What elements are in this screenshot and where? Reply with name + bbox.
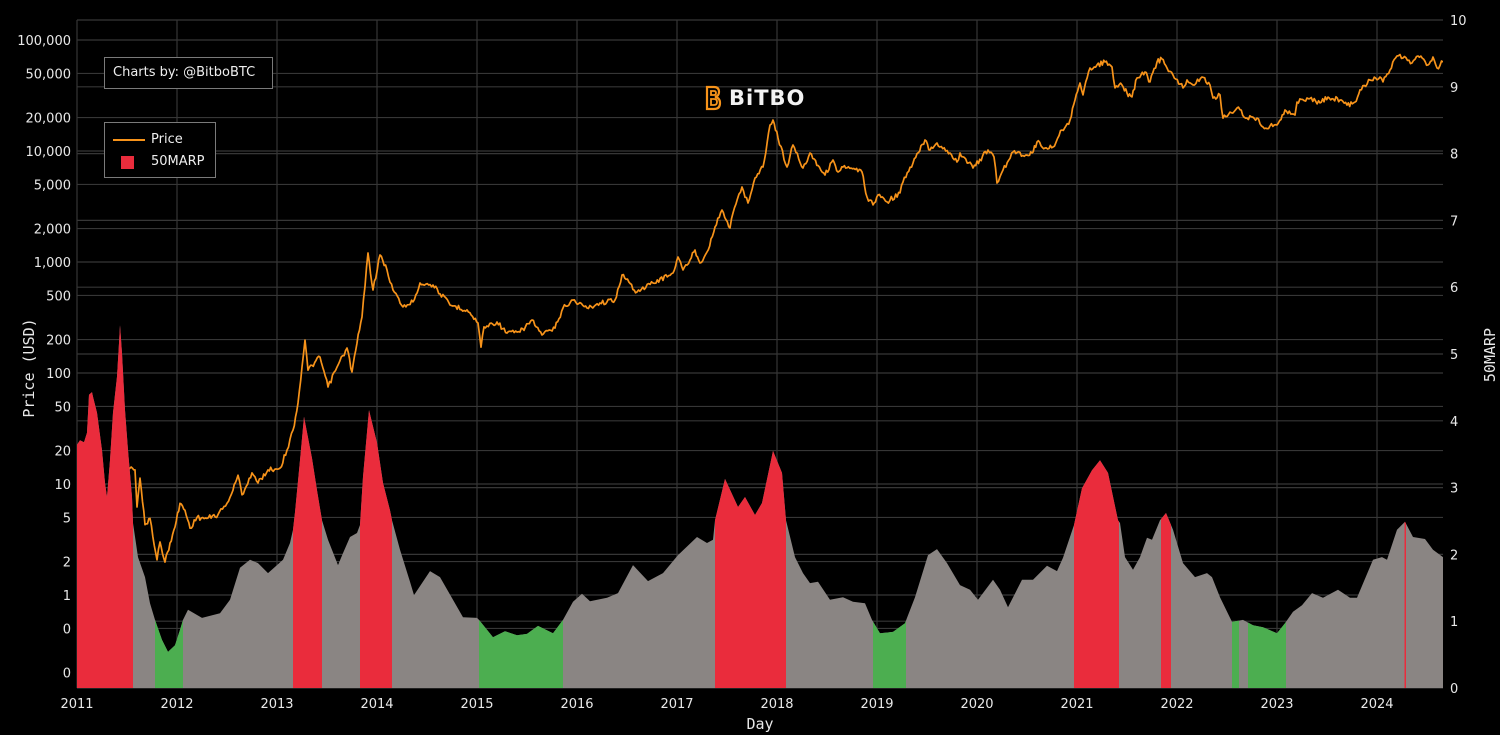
- left-tick-label: 0: [63, 667, 71, 682]
- left-tick-label: 1: [63, 589, 71, 604]
- right-tick-label: 3: [1450, 482, 1458, 497]
- bitbo-wordmark: BiTBO: [729, 86, 806, 110]
- marp-area-high[interactable]: [77, 325, 1443, 688]
- x-tick-label: 2014: [360, 697, 393, 712]
- marp-area-high[interactable]: [77, 325, 1443, 688]
- marp-area-low[interactable]: [77, 325, 1443, 688]
- right-tick-label: 5: [1450, 348, 1458, 363]
- left-tick-label: 50: [54, 400, 71, 415]
- x-tick-label: 2024: [1360, 697, 1393, 712]
- marp-area-high[interactable]: [77, 325, 1443, 688]
- left-tick-label: 2: [63, 556, 71, 571]
- right-tick-label: 1: [1450, 615, 1458, 630]
- right-tick-label: 7: [1450, 214, 1458, 229]
- right-tick-label: 0: [1450, 682, 1458, 697]
- x-tick-label: 2012: [160, 697, 193, 712]
- marp-area-high[interactable]: [77, 325, 1443, 688]
- x-axis-title: Day: [746, 715, 773, 733]
- bitbo-logo-icon: [705, 85, 722, 111]
- y-axis-title-left: Price (USD): [20, 318, 38, 417]
- right-tick-label: 10: [1450, 14, 1467, 29]
- left-tick-label: 50,000: [26, 67, 72, 82]
- left-tick-label: 500: [46, 289, 71, 304]
- legend: Price 50MARP: [104, 122, 216, 178]
- x-tick-label: 2016: [560, 697, 593, 712]
- legend-label: Price: [151, 132, 183, 147]
- left-tick-label: 100: [46, 367, 71, 382]
- x-tick-label: 2015: [460, 697, 493, 712]
- left-tick-label: 5: [63, 511, 71, 526]
- marp-area-high[interactable]: [77, 325, 1443, 688]
- right-tick-label: 6: [1450, 281, 1458, 296]
- x-tick-label: 2022: [1160, 697, 1193, 712]
- line-swatch-icon: [113, 139, 145, 141]
- left-tick-label: 2,000: [34, 223, 71, 238]
- left-tick-label: 20: [54, 445, 71, 460]
- price-line[interactable]: [77, 53, 1443, 654]
- x-tick-label: 2019: [860, 697, 893, 712]
- left-tick-label: 5,000: [34, 178, 71, 193]
- x-tick-label: 2023: [1260, 697, 1293, 712]
- marp-area-low[interactable]: [77, 325, 1443, 688]
- right-axis-ticks: 0 1 2 3 4 5 6 7 8 9 10: [1450, 14, 1467, 697]
- y-axis-title-right: 50MARP: [1481, 328, 1499, 382]
- left-tick-label: 10,000: [26, 145, 72, 160]
- credit-annotation: Charts by: @BitboBTC: [104, 57, 273, 89]
- left-tick-label: 20,000: [26, 112, 72, 127]
- marp-area-low[interactable]: [77, 325, 1443, 688]
- left-tick-label: 200: [46, 334, 71, 349]
- square-swatch-icon: [121, 156, 134, 169]
- x-tick-label: 2020: [960, 697, 993, 712]
- plot-area: [77, 53, 1443, 688]
- left-axis-ticks: 100,000 50,000 20,000 10,000 5,000 2,000 1,000…: [17, 34, 71, 682]
- marp-area-high[interactable]: [77, 325, 1443, 688]
- bitbo-watermark: BiTBO: [704, 84, 805, 112]
- x-tick-label: 2018: [760, 697, 793, 712]
- left-tick-label: 1,000: [34, 256, 71, 271]
- right-tick-label: 9: [1450, 81, 1458, 96]
- x-axis-ticks: 2011 2012 2013 2014 2015 2016 2017 2018 2019 2020…: [60, 697, 1393, 712]
- credit-text: Charts by: @BitboBTC: [113, 65, 256, 80]
- right-tick-label: 4: [1450, 415, 1458, 430]
- marp-area-high[interactable]: [77, 325, 1443, 688]
- x-tick-label: 2017: [660, 697, 693, 712]
- left-tick-label: 10: [54, 478, 71, 493]
- right-tick-label: 8: [1450, 148, 1458, 163]
- left-tick-label: 0: [63, 622, 71, 637]
- x-tick-label: 2011: [60, 697, 93, 712]
- legend-item-50marp[interactable]: 50MARP: [105, 152, 215, 172]
- marp-area-low[interactable]: [77, 325, 1443, 688]
- marp-area-low[interactable]: [77, 325, 1443, 688]
- x-tick-label: 2021: [1060, 697, 1093, 712]
- right-tick-label: 2: [1450, 548, 1458, 563]
- x-tick-label: 2013: [260, 697, 293, 712]
- legend-item-price[interactable]: Price: [105, 130, 215, 150]
- left-tick-label: 100,000: [17, 34, 71, 49]
- legend-label: 50MARP: [151, 154, 205, 169]
